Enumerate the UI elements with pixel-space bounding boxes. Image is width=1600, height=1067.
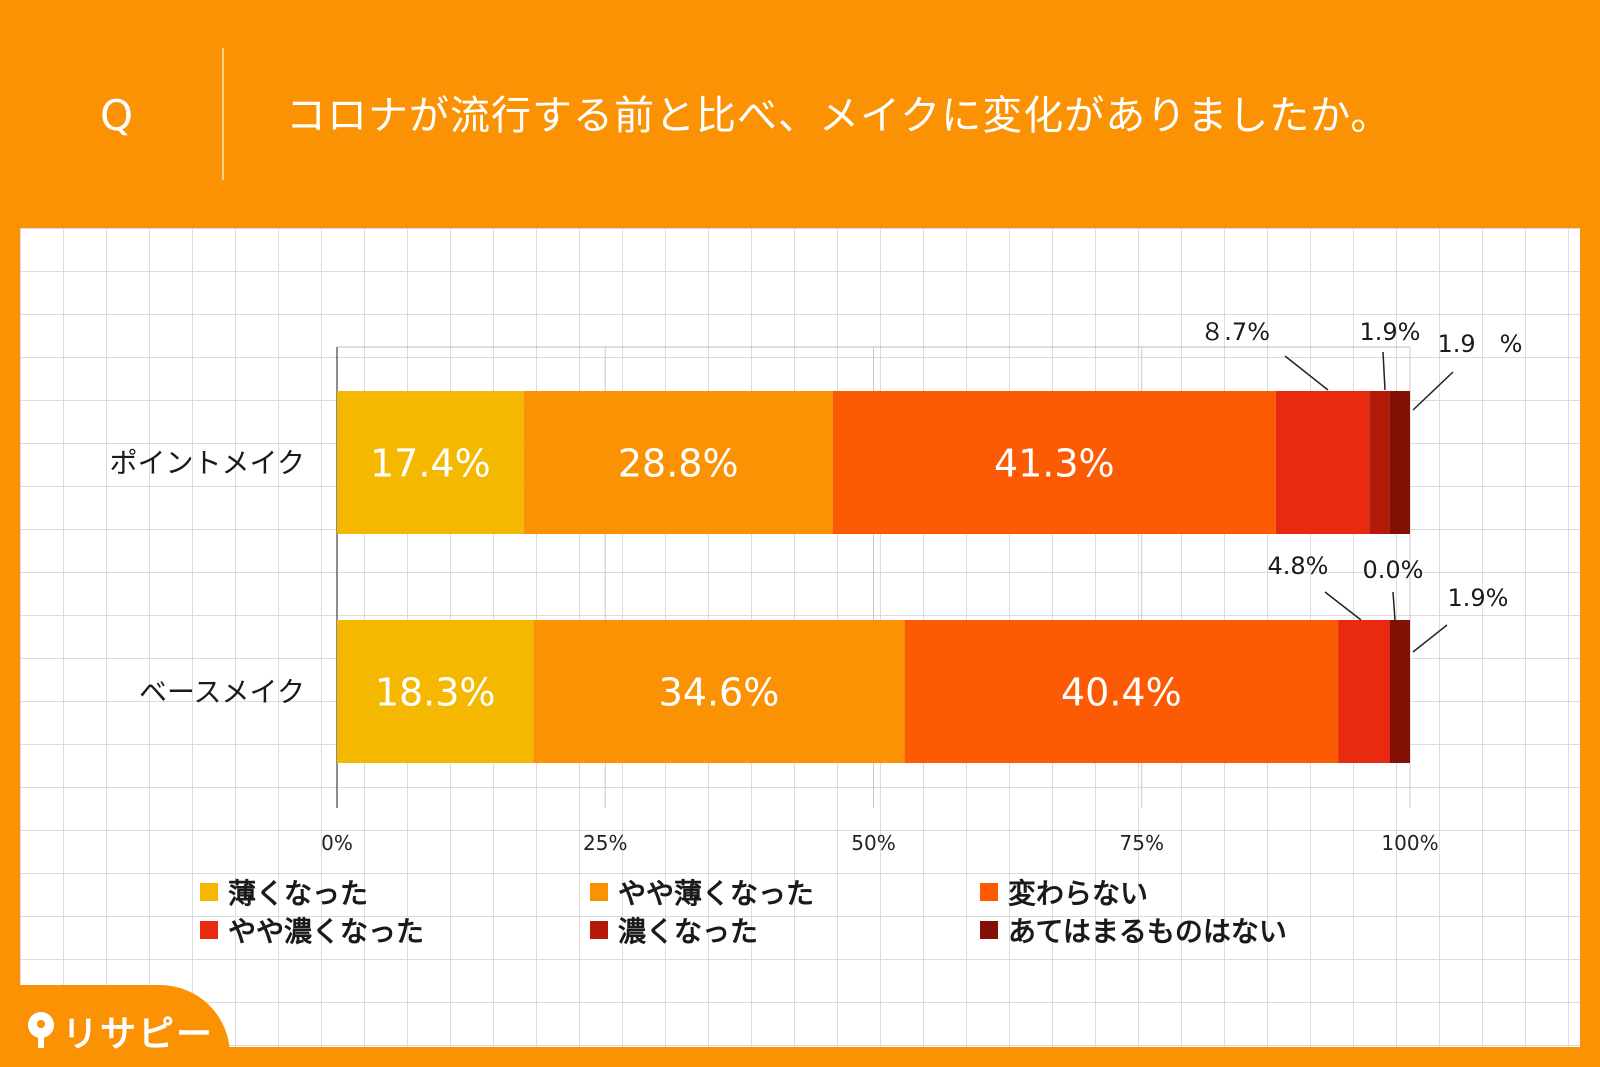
category-label: ポイントメイク (110, 447, 305, 480)
header: Q コロナが流行する前と比べ、メイクに変化がありましたか。 (0, 0, 1600, 225)
legend-item-usuku: 薄くなった (200, 872, 368, 912)
data-label: 0.0% (1363, 556, 1424, 584)
data-label: 4.8% (1268, 552, 1329, 580)
bar-segment (337, 391, 524, 534)
data-label: 1.9 % (1438, 330, 1523, 358)
category-label: ベースメイク (139, 676, 305, 709)
legend-swatch (200, 921, 218, 939)
legend-item-koku: 濃くなった (590, 910, 758, 950)
bar-segment (523, 391, 833, 534)
x-tick-label: 50% (851, 831, 895, 855)
callout-leader (1382, 351, 1386, 391)
callout-leader (1392, 591, 1396, 621)
x-tick-label: 25% (583, 831, 627, 855)
page-title: コロナが流行する前と比べ、メイクに変化がありましたか。 (286, 93, 1392, 139)
legend-item-yaya-koku: やや濃くなった (200, 910, 424, 950)
legend-label: 薄くなった (228, 877, 369, 910)
x-tick-label: 75% (1120, 831, 1164, 855)
data-label: 41.3% (994, 442, 1115, 486)
legend-swatch (980, 921, 998, 939)
bar-segment (1389, 391, 1410, 534)
bar-segment (1389, 620, 1410, 763)
bar-segment (1275, 391, 1370, 534)
bar-segment (1338, 620, 1390, 763)
legend-item-atehamaru-nashi: あてはまるものはない (980, 910, 1287, 950)
legend-label: やや濃くなった (228, 915, 425, 948)
q-mark: Q (100, 91, 134, 140)
data-label: 40.4% (1061, 671, 1182, 715)
data-label: 1.9% (1448, 584, 1509, 612)
callout-leader (1412, 371, 1454, 411)
bar-segment (1369, 391, 1390, 534)
legend-swatch (590, 883, 608, 901)
legend-item-yaya-usuku: やや薄くなった (590, 872, 814, 912)
legend-label: 変わらない (1008, 877, 1149, 910)
data-label: 28.8% (618, 442, 739, 486)
bar-segment (337, 620, 534, 763)
data-label: 1.9% (1360, 318, 1421, 346)
legend-label: あてはまるものはない (1008, 915, 1287, 948)
pin-icon (28, 1012, 54, 1038)
bar-segment (533, 620, 905, 763)
data-label: ８.7% (1200, 318, 1270, 346)
x-tick-label: 100% (1381, 831, 1438, 855)
data-label: 17.4% (370, 442, 491, 486)
callout-leader (1324, 591, 1362, 621)
legend-item-kawaranai: 変わらない (980, 872, 1148, 912)
bar-segment (832, 391, 1276, 534)
x-tick-label: 0% (321, 831, 353, 855)
bar-segment (904, 620, 1339, 763)
legend-label: やや薄くなった (618, 877, 815, 910)
callout-leader (1284, 355, 1329, 391)
brand-logo: リサピー (62, 1014, 215, 1055)
legend-swatch (200, 883, 218, 901)
header-divider (222, 48, 224, 180)
legend-swatch (980, 883, 998, 901)
data-label: 18.3% (375, 671, 496, 715)
data-label: 34.6% (659, 671, 780, 715)
callout-leader (1412, 624, 1448, 653)
legend-swatch (590, 921, 608, 939)
legend-label: 濃くなった (618, 915, 759, 948)
pin-stem (38, 1034, 44, 1048)
